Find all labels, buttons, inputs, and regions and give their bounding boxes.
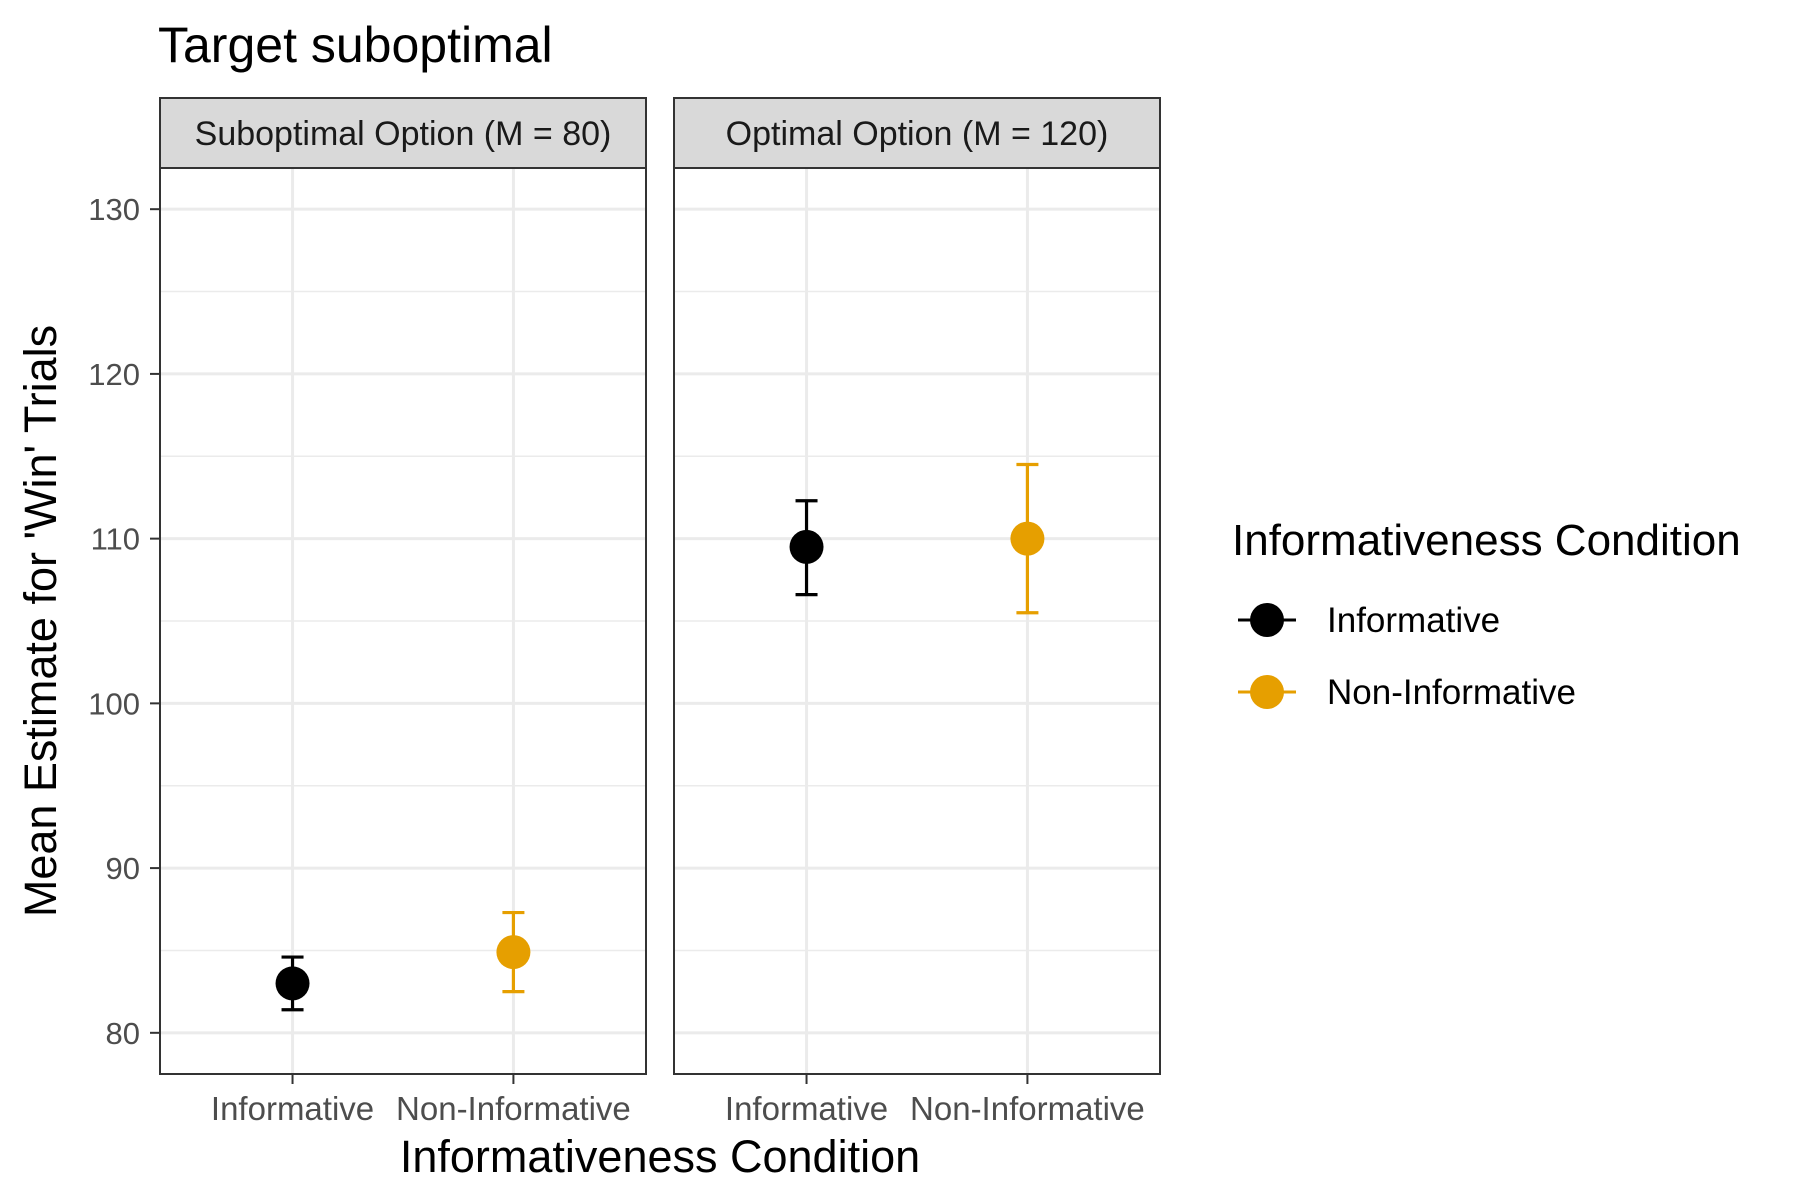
panel-border-optimal <box>673 167 1161 1075</box>
x-axis-title: Informativeness Condition <box>400 1131 920 1182</box>
chart-title: Target suboptimal <box>158 17 553 73</box>
marks-optimal <box>789 462 1045 615</box>
marks-suboptimal <box>275 910 531 1012</box>
legend-key-point-non-informative <box>1250 675 1284 709</box>
point-informative <box>275 966 310 1001</box>
y-axis-title: Mean Estimate for 'Win' Trials <box>15 325 66 917</box>
point-non-informative <box>496 935 531 970</box>
legend: Informativeness Condition Informative No… <box>1232 516 1741 712</box>
panel-label-suboptimal: Suboptimal Option (M = 80) <box>195 115 612 153</box>
x-axis: Informative Non-Informative Informative Non… <box>211 1074 1145 1127</box>
panel-border-suboptimal <box>159 167 647 1075</box>
x-tick-label: Informative <box>211 1090 374 1127</box>
grid-optimal <box>674 168 1160 1074</box>
legend-title: Informativeness Condition <box>1232 516 1741 565</box>
legend-key-point-informative <box>1250 603 1284 637</box>
y-tick-label: 130 <box>88 192 140 227</box>
x-tick-label: Non-Informative <box>396 1090 631 1127</box>
legend-item-non-informative: Non-Informative <box>1238 673 1576 712</box>
y-tick-label: 90 <box>106 851 140 886</box>
panel-suboptimal: Suboptimal Option (M = 80) <box>159 97 647 1075</box>
point-informative <box>789 529 824 564</box>
point-non-informative <box>1010 521 1045 556</box>
panel-optimal: Optimal Option (M = 120) <box>673 97 1161 1075</box>
y-tick-label: 100 <box>88 686 140 721</box>
y-tick-label: 110 <box>91 522 140 557</box>
legend-item-informative: Informative <box>1238 601 1500 640</box>
y-axis: 80 90 100 110 120 130 <box>88 192 160 1051</box>
x-tick-label: Informative <box>725 1090 888 1127</box>
x-tick-label: Non-Informative <box>910 1090 1145 1127</box>
legend-label-informative: Informative <box>1327 601 1500 640</box>
legend-label-non-informative: Non-Informative <box>1327 673 1576 712</box>
y-tick-label: 80 <box>106 1016 140 1051</box>
y-tick-label: 120 <box>88 357 140 392</box>
panel-strip-optimal <box>673 97 1161 169</box>
panel-strip-suboptimal <box>159 97 647 169</box>
panel-label-optimal: Optimal Option (M = 120) <box>726 115 1109 153</box>
